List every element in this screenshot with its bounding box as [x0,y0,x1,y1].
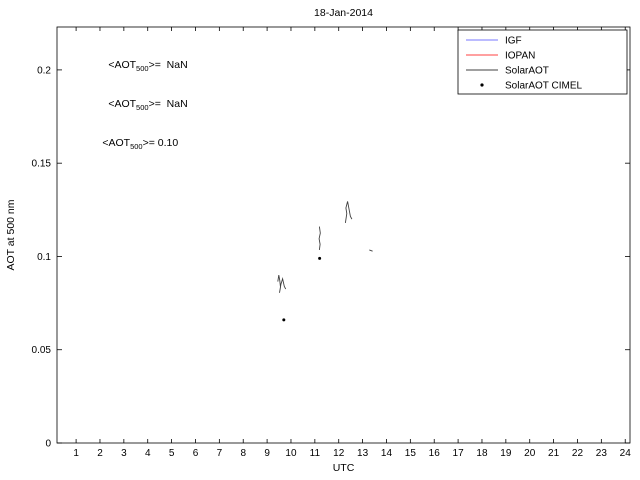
x-tick-label: 10 [285,448,297,459]
x-tick-label: 5 [169,448,175,459]
y-tick-label: 0.05 [32,345,52,356]
x-tick-label: 3 [121,448,127,459]
solaraot-line-segment [369,249,373,252]
x-tick-label: 14 [381,448,393,459]
x-tick-label: 9 [264,448,270,459]
legend-label-igf: IGF [505,36,522,47]
x-tick-label: 17 [453,448,465,459]
x-tick-label: 13 [357,448,369,459]
solaraot-line-segment [318,226,321,250]
x-tick-label: 19 [500,448,512,459]
chart-title: 18-Jan-2014 [314,7,373,19]
aot-mean-annotation: <AOT500>= NaN [108,98,187,112]
x-tick-label: 2 [97,448,103,459]
x-tick-label: 8 [240,448,246,459]
y-tick-label: 0.2 [37,65,51,76]
x-tick-label: 23 [596,448,608,459]
legend-box [457,29,628,95]
aot-mean-annotation: <AOT500>= NaN [108,59,187,73]
x-tick-label: 16 [429,448,441,459]
legend-label-solaraot-cimel: SolarAOT CIMEL [505,81,582,92]
solaraot-line-segment [277,275,287,293]
x-tick-label: 1 [73,448,79,459]
legend-sample-solaraot-cimel [480,83,484,87]
legend-label-solaraot: SolarAOT [505,66,549,77]
x-tick-label: 24 [620,448,632,459]
x-axis-label: UTC [333,462,355,474]
x-tick-label: 11 [310,448,321,459]
x-tick-label: 12 [333,448,345,459]
solaraot-cimel-point [282,318,286,322]
x-tick-label: 7 [217,448,223,459]
solaraot-line-segment [344,201,353,223]
x-tick-label: 4 [145,448,151,459]
aot-mean-annotation: <AOT500>= 0.10 [102,137,178,151]
x-tick-label: 21 [548,448,560,459]
x-tick-label: 18 [476,448,488,459]
y-tick-label: 0 [45,439,51,450]
y-tick-label: 0.1 [37,252,51,263]
solaraot-cimel-point [318,256,322,260]
y-tick-label: 0.15 [32,159,52,170]
legend: IGF IOPAN SolarAOT SolarAOT CIMEL [457,29,628,95]
legend-label-iopan: IOPAN [505,51,535,62]
x-tick-label: 6 [193,448,199,459]
x-tick-label: 15 [405,448,417,459]
x-tick-label: 20 [524,448,536,459]
x-tick-label: 22 [572,448,584,459]
plot-box [56,26,631,444]
y-axis-label: AOT at 500 nm [5,199,17,270]
